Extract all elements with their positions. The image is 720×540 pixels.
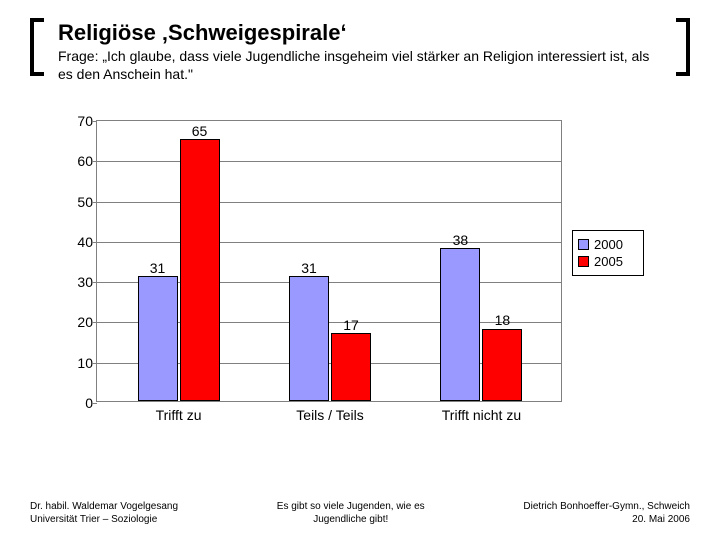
legend-label: 2005 bbox=[594, 254, 623, 269]
legend-swatch-icon bbox=[578, 256, 589, 267]
y-tick-mark bbox=[92, 403, 97, 404]
y-tick-label: 70 bbox=[65, 113, 93, 129]
bar bbox=[331, 333, 371, 401]
bar bbox=[289, 276, 329, 401]
x-category-label: Trifft nicht zu bbox=[442, 407, 521, 423]
footer: Dr. habil. Waldemar Vogelgesang Universi… bbox=[30, 500, 690, 526]
bar-value-label: 31 bbox=[294, 260, 324, 276]
y-tick-label: 30 bbox=[65, 274, 93, 290]
y-tick-label: 50 bbox=[65, 194, 93, 210]
y-tick-mark bbox=[92, 282, 97, 283]
y-tick-label: 0 bbox=[65, 395, 93, 411]
bar-value-label: 38 bbox=[445, 232, 475, 248]
y-tick-label: 10 bbox=[65, 355, 93, 371]
legend-swatch-icon bbox=[578, 239, 589, 250]
bar-value-label: 31 bbox=[143, 260, 173, 276]
y-tick-label: 60 bbox=[65, 153, 93, 169]
slide-title: Religiöse ‚Schweigespirale‘ bbox=[58, 20, 662, 46]
footer-venue: Dietrich Bonhoeffer-Gymn., Schweich bbox=[523, 500, 690, 513]
bar-value-label: 18 bbox=[487, 312, 517, 328]
y-tick-mark bbox=[92, 161, 97, 162]
bar bbox=[180, 139, 220, 401]
chart-plot-area: 0102030405060703165Trifft zu3117Teils / … bbox=[96, 120, 562, 402]
bar bbox=[440, 248, 480, 401]
footer-author: Dr. habil. Waldemar Vogelgesang bbox=[30, 500, 178, 513]
grid-line bbox=[97, 161, 561, 162]
grid-line bbox=[97, 242, 561, 243]
chart: 0102030405060703165Trifft zu3117Teils / … bbox=[60, 120, 660, 450]
footer-affiliation: Universität Trier – Soziologie bbox=[30, 513, 178, 526]
x-category-label: Trifft zu bbox=[156, 407, 202, 423]
y-tick-mark bbox=[92, 242, 97, 243]
chart-legend: 2000 2005 bbox=[572, 230, 644, 276]
footer-date: 20. Mai 2006 bbox=[523, 513, 690, 526]
x-category-label: Teils / Teils bbox=[296, 407, 363, 423]
y-tick-label: 20 bbox=[65, 314, 93, 330]
legend-label: 2000 bbox=[594, 237, 623, 252]
bar bbox=[138, 276, 178, 401]
slide-subtitle: Frage: „Ich glaube, dass viele Jugendlic… bbox=[58, 48, 662, 83]
footer-quote-1: Es gibt so viele Jugenden, wie es bbox=[277, 500, 425, 513]
title-block: Religiöse ‚Schweigespirale‘ Frage: „Ich … bbox=[30, 18, 690, 89]
y-tick-mark bbox=[92, 202, 97, 203]
bracket-right-icon bbox=[676, 18, 690, 76]
y-tick-label: 40 bbox=[65, 234, 93, 250]
legend-item: 2000 bbox=[578, 237, 638, 252]
y-tick-mark bbox=[92, 363, 97, 364]
grid-line bbox=[97, 202, 561, 203]
bracket-left-icon bbox=[30, 18, 44, 76]
legend-item: 2005 bbox=[578, 254, 638, 269]
y-tick-mark bbox=[92, 121, 97, 122]
bar bbox=[482, 329, 522, 402]
y-tick-mark bbox=[92, 322, 97, 323]
footer-quote-2: Jugendliche gibt! bbox=[277, 513, 425, 526]
bar-value-label: 17 bbox=[336, 317, 366, 333]
bar-value-label: 65 bbox=[185, 123, 215, 139]
